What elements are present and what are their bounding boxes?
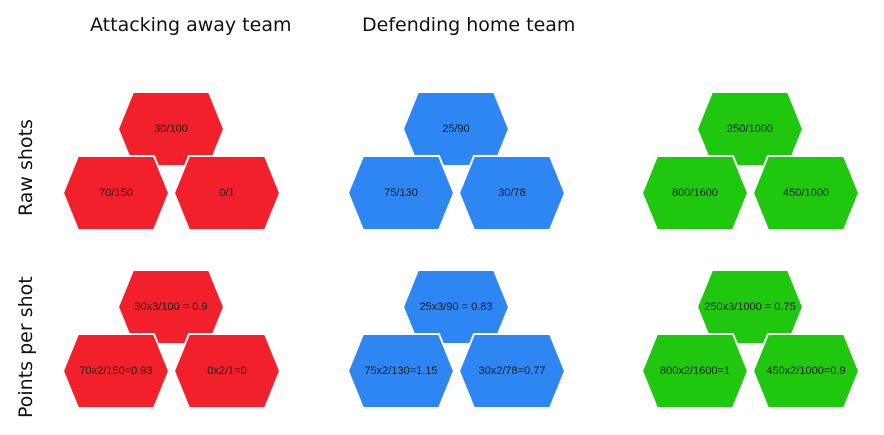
- hexagon-raw-green-right: 450/1000: [752, 155, 860, 231]
- hexagon-raw-blue-right: 30/78: [458, 155, 566, 231]
- hexagon-raw-red-left: 70/150: [62, 155, 170, 231]
- hexagon-label: 70/150: [99, 187, 133, 199]
- row-label-points-per-shot: Points per shot: [15, 276, 37, 418]
- hexagon-label: 30x2/78=0.77: [478, 365, 546, 377]
- hexagon-label: 800/1600: [672, 187, 718, 199]
- column-title-home: Defending home team: [362, 14, 576, 36]
- hexagon-label: 0/1: [219, 187, 235, 199]
- hexagon-pps-red-left: 70x2/150=0.93: [62, 333, 170, 409]
- hexagon-raw-green-top: 250/1000: [696, 91, 804, 167]
- hexagon-label: 25x3/90 = 0.83: [419, 301, 493, 313]
- hexagon-label: 0x2/1=0: [207, 365, 247, 377]
- column-title-away: Attacking away team: [90, 14, 292, 36]
- hexagon-raw-blue-top: 25/90: [402, 91, 510, 167]
- hexagon-pps-green-top: 250x3/1000 = 0.75: [696, 269, 804, 345]
- hexagon-raw-blue-left: 75/130: [347, 155, 455, 231]
- hexagon-pps-green-right: 450x2/1000=0.9: [752, 333, 860, 409]
- hexagon-label: 75x2/130=1.15: [364, 365, 438, 377]
- hexagon-pps-blue-left: 75x2/130=1.15: [347, 333, 455, 409]
- hexagon-raw-green-left: 800/1600: [641, 155, 749, 231]
- hexagon-label: 70x2/150=0.93: [79, 365, 153, 377]
- hexagon-label: 250x3/1000 = 0.75: [704, 301, 796, 313]
- hexagon-label: 450/1000: [783, 187, 829, 199]
- hexagon-raw-red-right: 0/1: [173, 155, 281, 231]
- hexagon-label: 450x2/1000=0.9: [766, 365, 846, 377]
- hexagon-label: 75/130: [384, 187, 418, 199]
- hexagon-label: 30/78: [498, 187, 526, 199]
- hexagon-pps-green-left: 800x2/1600=1: [641, 333, 749, 409]
- hexagon-label: 30/100: [154, 123, 188, 135]
- row-label-raw-shots: Raw shots: [15, 119, 37, 216]
- hexagon-label: 800x2/1600=1: [659, 365, 731, 377]
- hexagon-pps-blue-right: 30x2/78=0.77: [458, 333, 566, 409]
- hexagon-label: 25/90: [442, 123, 470, 135]
- hexagon-label: 30x3/100 = 0.9: [134, 301, 208, 313]
- hexagon-label: 250/1000: [727, 123, 773, 135]
- hexagon-pps-red-right: 0x2/1=0: [173, 333, 281, 409]
